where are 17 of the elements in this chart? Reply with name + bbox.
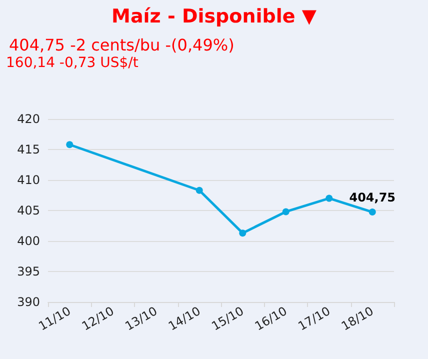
y-tick-label: 405 bbox=[17, 204, 40, 218]
y-tick-label: 395 bbox=[17, 264, 40, 278]
y-tick-label: 415 bbox=[17, 142, 40, 156]
y-tick-label: 410 bbox=[17, 173, 40, 187]
point bbox=[282, 208, 290, 216]
point bbox=[326, 194, 333, 202]
y-tick-label: 400 bbox=[17, 234, 40, 248]
point bbox=[196, 186, 203, 194]
data-label: 404,75 bbox=[349, 190, 396, 205]
text: 160,14 -0,73 US$/t bbox=[6, 55, 139, 71]
y-tick-label: 390 bbox=[17, 295, 40, 309]
y-tick-label: 420 bbox=[17, 112, 40, 126]
point bbox=[239, 230, 246, 237]
chart-subtitle: 404,75 -2 cents/bu -(0,49%) bbox=[9, 36, 234, 54]
point bbox=[66, 141, 74, 148]
point bbox=[368, 208, 376, 216]
chart-title: Maíz - Disponible ▼ bbox=[112, 6, 317, 28]
